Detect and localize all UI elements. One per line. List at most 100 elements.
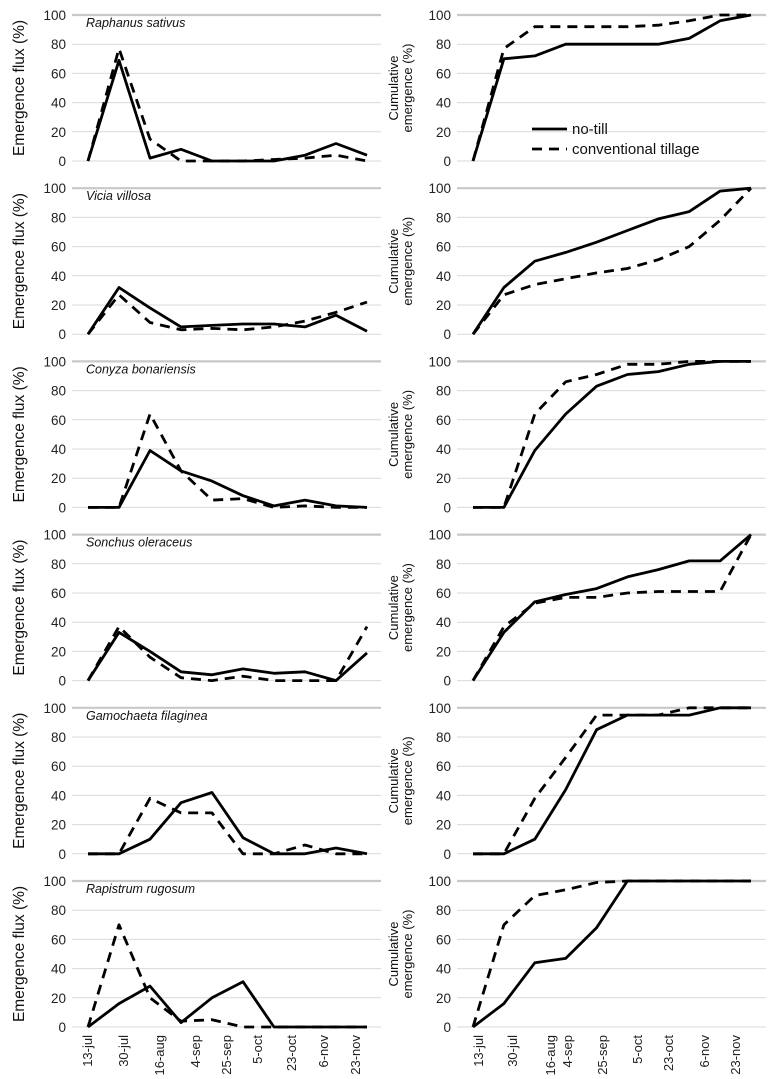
y-tick-label: 20 (436, 125, 451, 140)
y-tick-label: 0 (443, 1020, 451, 1035)
flux-conventional-line (86, 625, 369, 682)
y-axis-label-flux: Emergence flux (%) (11, 20, 28, 156)
y-tick-label: 80 (51, 557, 66, 572)
y-axis-label-cumulative-line2: emergence (%) (400, 910, 415, 999)
x-tick-label-right: 6-nov (697, 1035, 712, 1068)
y-tick-label: 40 (436, 962, 451, 977)
y-tick-label: 100 (43, 8, 66, 23)
species-label: Rapistrum rugosum (86, 882, 195, 896)
species-label: Gamochaeta filaginea (86, 709, 208, 723)
species-label: Vicia villosa (86, 189, 151, 203)
flux-no-till-line (86, 58, 368, 163)
flux-no-till-line (86, 631, 368, 682)
x-tick-label-left: 25-sep (219, 1035, 234, 1075)
y-axis-label-cumulative-line1: Cumulative (386, 921, 401, 986)
y-tick-label: 40 (51, 615, 66, 630)
y-tick-label: 60 (51, 586, 66, 601)
y-tick-label: 20 (436, 644, 451, 659)
y-tick-label: 100 (428, 528, 451, 543)
y-tick-label: 80 (436, 384, 451, 399)
y-tick-label: 40 (51, 269, 66, 284)
y-tick-label: 60 (436, 759, 451, 774)
x-tick-label-left: 4-sep (188, 1035, 203, 1068)
flux-no-till-line (86, 286, 368, 335)
cumulative-conventional-line (471, 13, 751, 162)
y-tick-label: 100 (428, 8, 451, 23)
y-tick-label: 80 (436, 903, 451, 918)
y-tick-label: 40 (436, 615, 451, 630)
y-tick-label: 60 (51, 413, 66, 428)
y-tick-label: 80 (51, 37, 66, 52)
x-tick-label-left: 13-jul (80, 1035, 95, 1067)
y-tick-label: 40 (436, 442, 451, 457)
y-tick-label: 40 (436, 269, 451, 284)
y-tick-label: 60 (436, 586, 451, 601)
y-tick-label: 40 (51, 962, 66, 977)
y-tick-label: 40 (436, 788, 451, 803)
y-axis-label-flux: Emergence flux (%) (11, 540, 28, 676)
x-tick-label-right: 4-sep (560, 1035, 575, 1068)
y-tick-label: 0 (58, 1020, 66, 1035)
flux-conventional-line (88, 796, 367, 856)
legend-no-till-label: no-till (572, 121, 608, 138)
x-tick-label-right: 16-aug (543, 1035, 558, 1075)
x-tick-label-right: 30-jul (505, 1035, 520, 1067)
y-tick-label: 0 (58, 674, 66, 689)
y-axis-label-cumulative-line1: Cumulative (386, 229, 401, 294)
y-tick-label: 0 (58, 500, 66, 515)
y-tick-label: 60 (51, 932, 66, 947)
y-tick-label: 100 (428, 354, 451, 369)
y-tick-label: 0 (58, 847, 66, 862)
flux-conventional-line (86, 293, 368, 336)
x-tick-label-right: 23-oct (661, 1035, 676, 1072)
y-axis-label-cumulative-line2: emergence (%) (400, 563, 415, 652)
y-tick-label: 60 (436, 413, 451, 428)
y-tick-label: 20 (436, 471, 451, 486)
y-tick-label: 80 (436, 730, 451, 745)
flux-no-till-line (88, 449, 368, 509)
flux-no-till-line (88, 791, 368, 856)
y-tick-label: 20 (51, 471, 66, 486)
cumulative-conventional-line (473, 359, 751, 509)
cumulative-conventional-line (471, 533, 753, 682)
y-tick-label: 0 (443, 847, 451, 862)
y-tick-label: 40 (51, 442, 66, 457)
y-tick-label: 80 (51, 730, 66, 745)
cumulative-no-till-line (471, 186, 752, 335)
legend-conventional-label: conventional tillage (572, 141, 700, 158)
species-label: Raphanus sativus (86, 16, 185, 30)
y-axis-label-cumulative-line1: Cumulative (386, 575, 401, 640)
flux-no-till-line (87, 980, 367, 1029)
y-tick-label: 20 (436, 991, 451, 1006)
flux-conventional-line (88, 412, 367, 509)
cumulative-no-till-line (472, 879, 751, 1029)
y-tick-label: 20 (51, 818, 66, 833)
y-tick-label: 20 (51, 298, 66, 313)
y-axis-label-flux: Emergence flux (%) (11, 886, 28, 1022)
flux-conventional-line (86, 923, 367, 1029)
cumulative-no-till-line (473, 706, 751, 856)
x-tick-label-left: 30-jul (116, 1035, 131, 1067)
y-tick-label: 20 (51, 644, 66, 659)
y-axis-label-cumulative-line1: Cumulative (386, 55, 401, 120)
y-tick-label: 100 (43, 354, 66, 369)
x-tick-label-right: 25-sep (595, 1035, 610, 1075)
y-tick-label: 0 (58, 154, 66, 169)
x-tick-label-left: 16-aug (152, 1035, 167, 1075)
y-tick-label: 60 (51, 240, 66, 255)
y-axis-label-flux: Emergence flux (%) (11, 366, 28, 502)
y-tick-label: 20 (51, 991, 66, 1006)
y-tick-label: 40 (436, 96, 451, 111)
y-tick-label: 100 (428, 701, 451, 716)
y-tick-label: 100 (43, 528, 66, 543)
y-tick-label: 80 (51, 210, 66, 225)
y-axis-label-cumulative-line2: emergence (%) (400, 44, 415, 133)
y-axis-label-cumulative-line1: Cumulative (386, 402, 401, 467)
y-axis-label-flux: Emergence flux (%) (11, 713, 28, 849)
y-tick-label: 80 (436, 557, 451, 572)
x-tick-label-left: 23-oct (284, 1035, 299, 1072)
y-tick-label: 100 (428, 874, 451, 889)
y-tick-label: 40 (51, 96, 66, 111)
y-tick-label: 0 (443, 674, 451, 689)
